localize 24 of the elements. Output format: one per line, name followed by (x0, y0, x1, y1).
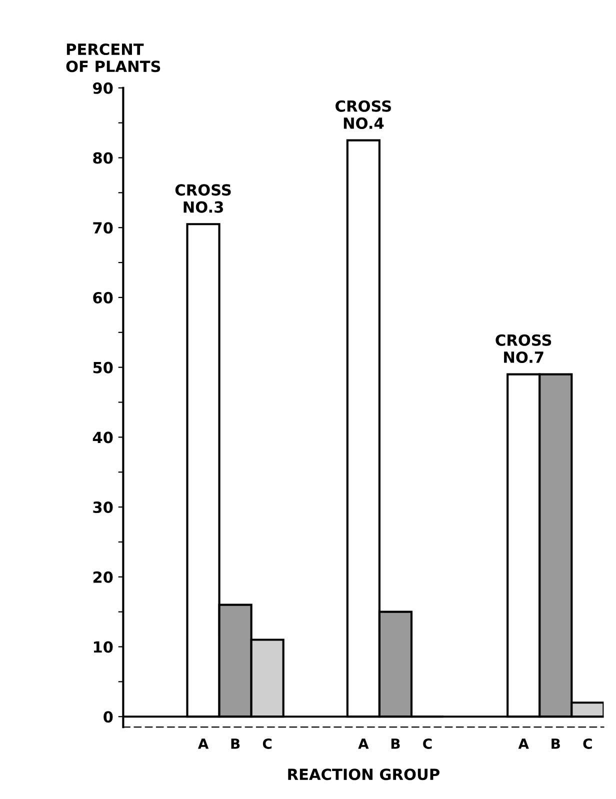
y-tick-label: 10 (94, 641, 113, 653)
y-axis-title: PERCENT OF PLANTS (66, 43, 160, 72)
x-tick-label: C (583, 738, 592, 749)
x-tick-label: A (358, 738, 369, 749)
y-tick-label: 30 (93, 502, 113, 514)
x-tick-label: B (391, 738, 400, 749)
x-tick-label: B (552, 738, 560, 749)
x-tick-label: C (262, 738, 272, 749)
y-tick-label: 40 (92, 432, 113, 444)
x-tick-label: B (231, 738, 240, 749)
y-tick-label: 80 (93, 152, 113, 164)
y-tick-label: 20 (93, 571, 113, 583)
y-tick-label: 50 (93, 362, 113, 374)
x-tick-label: C (423, 738, 432, 749)
x-tick-label: A (198, 738, 209, 749)
y-tick-label: 60 (93, 292, 113, 304)
x-axis-title: REACTION GROUP (288, 768, 440, 780)
annotation: CROSS NO.7 (496, 334, 552, 364)
annotation: CROSS NO.3 (175, 184, 231, 213)
y-tick-label: 90 (93, 82, 113, 94)
y-tick-label: 70 (93, 222, 113, 234)
annotation: CROSS NO.4 (336, 100, 391, 129)
x-tick-label: A (518, 738, 529, 749)
y-tick-label: 0 (104, 711, 113, 723)
